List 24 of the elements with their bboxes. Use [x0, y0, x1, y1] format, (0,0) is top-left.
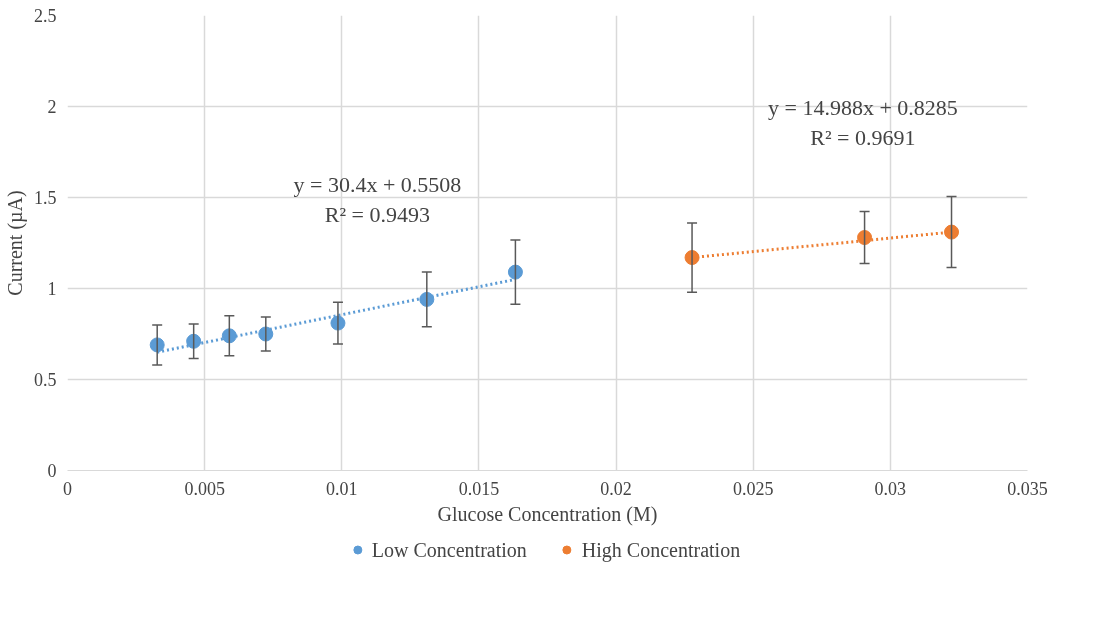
y-tick-label: 2	[47, 97, 57, 117]
annotation: y = 30.4x + 0.5508	[293, 171, 462, 197]
legend-label: High Concentration	[581, 538, 741, 561]
annotation: R² = 0.9493	[324, 201, 431, 227]
point	[507, 264, 523, 280]
x-tick-label: 0	[63, 478, 72, 499]
point	[944, 224, 960, 240]
x-tick-label: 0.03	[874, 478, 907, 499]
x-tick-label: 0.025	[732, 478, 774, 499]
x-tick-label: 0.015	[458, 478, 500, 499]
y-tick-label: 0	[47, 461, 57, 481]
legend-label: Low Concentration	[371, 538, 527, 561]
y-tick-label: 0.5	[34, 370, 57, 390]
y-axis-title: Current (µA)	[4, 190, 27, 296]
y-tick-label: 1	[47, 279, 57, 299]
x-tick-label: 0.035	[1007, 478, 1048, 499]
y-tick-label: 1.5	[34, 188, 57, 208]
x-tick-label: 0.01	[326, 478, 358, 499]
x-tick-label: 0.02	[600, 478, 632, 499]
x-axis-title: Glucose Concentration (M)	[437, 502, 658, 526]
annotation: y = 14.988x + 0.8285	[768, 94, 958, 120]
annotation: R² = 0.9691	[810, 124, 916, 150]
y-tick-label: 2.5	[34, 6, 57, 26]
x-tick-label: 0.005	[184, 478, 225, 499]
